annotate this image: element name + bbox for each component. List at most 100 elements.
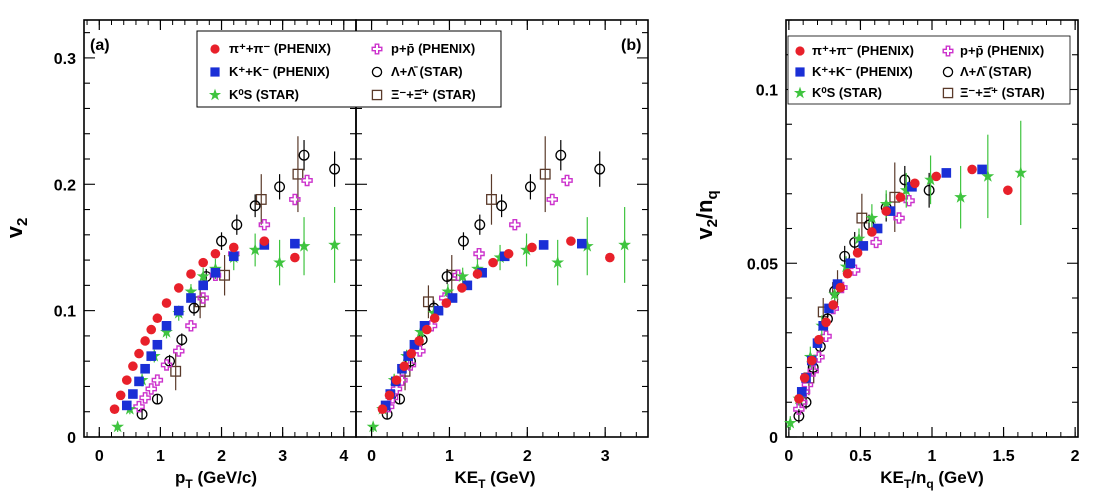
x-axis-title-b: KET (GeV) (454, 468, 535, 491)
data-point-lambda (176, 334, 188, 346)
data-point-k0s (414, 325, 427, 338)
x-tick-label: 0 (784, 448, 793, 465)
data-point-pion (806, 355, 817, 366)
x-axis-title-c-slash: /n (911, 468, 926, 487)
y-tick-label: 0.2 (54, 177, 76, 194)
data-point-proton (546, 193, 558, 206)
x-tick-label: 3 (278, 448, 287, 465)
data-point-kaon (462, 280, 473, 291)
x-tick-label: 1 (445, 448, 454, 465)
series-kaon-panel-0 (121, 238, 300, 411)
legend-c-marker-pion (795, 46, 805, 56)
data-point-k0s (580, 239, 594, 252)
x-axis-title-b-unit: (GeV) (485, 468, 535, 487)
legend-c-marker-lambda (942, 66, 954, 78)
data-point-pion (186, 269, 196, 279)
data-point-pion (566, 236, 576, 246)
legend-marker-proton (942, 45, 954, 57)
data-point-pion (146, 324, 157, 335)
legend-ab-marker-pion (210, 44, 220, 54)
data-point-kaon (128, 389, 138, 399)
data-point-k0s (160, 325, 173, 338)
x-axis-title-c-sub: T (904, 477, 912, 491)
data-point-k0s (248, 243, 262, 256)
x-tick-label: 1.5 (992, 448, 1014, 465)
y-axis-title-left-sub: 2 (14, 218, 31, 226)
x-tick-label: 3 (601, 448, 610, 465)
y-tick-label: 0.1 (756, 83, 778, 100)
data-point-k0s (441, 285, 455, 298)
x-tick-label: 2 (1071, 448, 1080, 465)
data-point-kaon (121, 400, 132, 411)
data-point-lambda (474, 219, 486, 231)
data-point-kaon (858, 241, 869, 251)
panel-a-label: (a) (90, 37, 110, 54)
data-point-pion (799, 373, 810, 383)
data-point-k0s (111, 420, 124, 433)
legend-marker-kaon (795, 67, 805, 77)
data-point-kaon (290, 238, 300, 249)
x-tick-label: 2 (217, 448, 226, 465)
legend-marker-k0s (208, 88, 222, 101)
data-point-pion (503, 248, 514, 259)
x-tick-label: 4 (339, 448, 348, 465)
data-point-k0s (297, 239, 311, 252)
data-point-lambda (188, 302, 200, 314)
data-point-pion (1003, 185, 1013, 196)
y-axis-title-left: v2 (2, 218, 31, 239)
legend-c-marker-proton (942, 45, 954, 57)
data-point-pion (414, 336, 424, 346)
x-tick-label: 1 (928, 448, 937, 465)
data-point-pion (391, 375, 402, 385)
legend-c-lambda-label: Λ+Λ̄ (STAR) (960, 64, 1032, 79)
legend-ab-lambda-label: Λ+Λ̄ (STAR) (391, 64, 463, 79)
data-point-proton (893, 212, 905, 224)
legend-marker-kaon (210, 67, 220, 77)
series-lambda-panel-2 (793, 165, 935, 424)
panel-b-label: (b) (621, 37, 641, 54)
legend-c-kaon-label: K⁺+K⁻ (PHENIX) (812, 64, 913, 79)
data-point-pion (967, 164, 977, 175)
data-point-k0s (954, 190, 967, 203)
data-point-proton (301, 174, 313, 187)
panel-0-plot-area (109, 136, 341, 433)
data-point-k0s (551, 255, 565, 269)
data-point-kaon (186, 293, 196, 303)
data-point-pion (210, 248, 221, 259)
data-point-proton (849, 264, 861, 276)
data-point-k0s (879, 197, 893, 210)
panel-1-plot-area (366, 136, 631, 433)
data-point-kaon (477, 267, 487, 278)
x-axis-title-b-sub: T (478, 477, 486, 491)
data-point-pion (109, 404, 120, 415)
data-point-pion (472, 269, 483, 279)
legend-c-pion-label: π⁺+π⁻ (PHENIX) (812, 43, 914, 58)
legend-c-marker-xi (942, 87, 954, 99)
data-point-kaon (210, 267, 221, 278)
legend-ab-k0s-label: K⁰S (STAR) (229, 87, 299, 102)
data-point-pion (527, 242, 537, 253)
data-point-kaon (447, 293, 458, 303)
data-point-k0s (273, 255, 286, 269)
legend-c-xi-label: Ξ⁻+Ξ̄⁺ (STAR) (960, 85, 1045, 100)
data-point-xi (486, 193, 497, 205)
legend-ab-marker-lambda (371, 66, 383, 78)
data-point-pion (931, 171, 942, 182)
data-point-pion (605, 252, 615, 263)
data-point-pion (794, 393, 804, 404)
data-point-proton (509, 218, 521, 231)
data-point-lambda (839, 250, 851, 262)
data-point-kaon (228, 251, 239, 262)
data-point-k0s (865, 211, 879, 224)
data-point-kaon (409, 339, 420, 350)
data-point-proton (139, 392, 151, 404)
data-point-pion (835, 282, 846, 293)
data-point-pion (488, 257, 498, 268)
data-point-pion (134, 348, 144, 359)
legend-ab: π⁺+π⁻ (PHENIX) p+p̄ (PHENIX) K⁺+K⁻ (PHEN… (196, 30, 502, 108)
data-point-kaon (146, 351, 157, 361)
data-point-kaon (433, 305, 444, 316)
data-point-kaon (161, 321, 172, 331)
data-point-pion (399, 361, 410, 372)
